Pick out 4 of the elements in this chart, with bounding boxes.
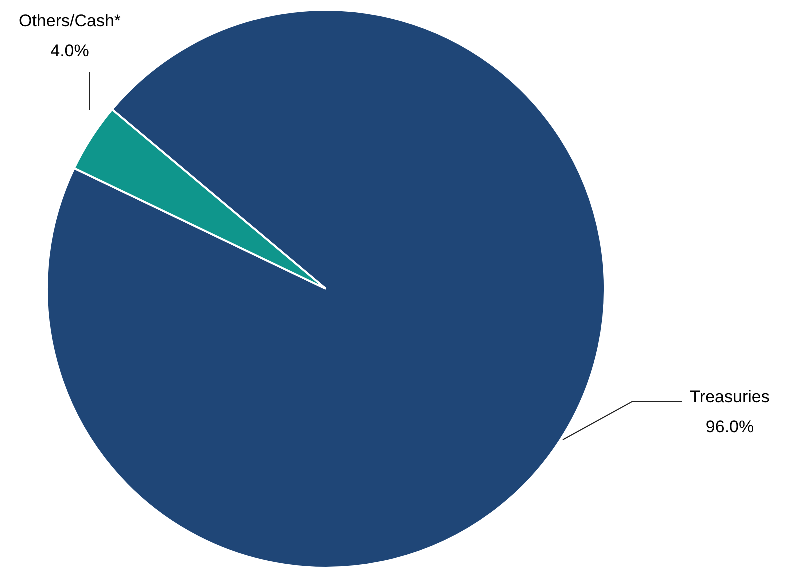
data-label: 4.0%	[50, 42, 90, 61]
data-label: 96.0%	[706, 418, 754, 437]
slice-label: Others/Cash*	[18, 12, 122, 31]
slice-label: Treasuries	[690, 388, 770, 407]
